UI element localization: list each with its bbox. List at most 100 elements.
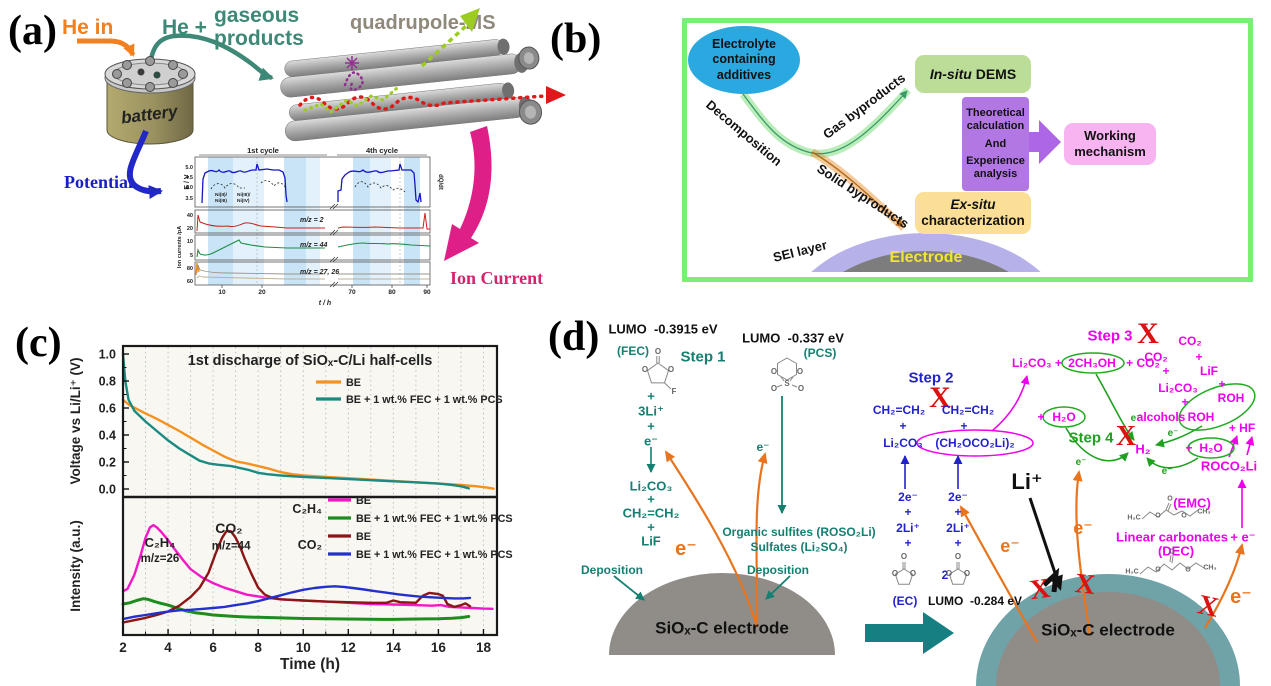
th-tick: 90: [423, 289, 431, 296]
panel-b-frame: [682, 18, 1253, 282]
electrolyte-ellipse: Electrolyte containing additives: [688, 26, 800, 94]
th-tick: 10: [218, 289, 226, 296]
intensity-series-0: [121, 523, 494, 610]
electrode-right-dome: [996, 592, 1220, 686]
dec-chain: [1139, 562, 1205, 575]
battery-drawing: battery: [104, 56, 196, 145]
emc-chain: [1141, 509, 1199, 520]
ion-current-label: Ion Current: [450, 268, 544, 288]
intensity-series-1: [121, 597, 471, 621]
dems-setup-drawing: battery: [77, 8, 566, 261]
working-mechanism-box: Working mechanism: [1064, 123, 1156, 165]
th-axis-label: t / h: [319, 300, 331, 307]
mz27-curve: [196, 264, 430, 275]
fec-ring: [646, 362, 670, 384]
ec-ring: [894, 568, 914, 585]
working-line: Working: [1084, 128, 1136, 144]
gas-tube-arrow: [147, 33, 274, 81]
ni-redox-label: Ni(IV): [237, 198, 250, 204]
ion-path-green: [303, 86, 399, 114]
time-tick-label: 12: [341, 640, 356, 655]
water-h2-arrow-1: [1065, 427, 1129, 462]
theory-to-mechanism-arrow: [1029, 120, 1061, 164]
ni-redox-label: Ni(II)/: [215, 192, 228, 198]
pa-tick: 60: [187, 279, 193, 285]
panel-d-label: (d): [548, 314, 600, 360]
theoretical-label: Theoretical calculation: [966, 107, 1025, 133]
hf-arrow: [1245, 436, 1255, 456]
solid-byproducts-arrow: [811, 151, 904, 228]
plot-background: [123, 346, 497, 635]
ev-axis-label: E / V: [184, 174, 191, 190]
exsitu-box: Ex-situ characterization: [915, 192, 1031, 234]
gaseous-label: gaseous: [214, 4, 300, 27]
electron-arrow-2: [755, 452, 768, 628]
legend-label: BE + 1 wt.% FEC + 1 wt.% PCS: [356, 549, 513, 561]
water-ellipse-2: [1187, 437, 1235, 459]
electrolyte-line: additives: [716, 67, 772, 82]
time-tick-label: 2: [119, 640, 127, 655]
roh-h2-arrow: [1155, 425, 1203, 448]
chart-title: 1st discharge of SiOₓ-C/Li half-cells: [188, 353, 433, 369]
voltage-tick-label: 0.8: [99, 375, 116, 389]
potential-label: Potential: [64, 172, 133, 192]
deflected-ion-arrowhead-icon: [460, 8, 480, 32]
roh-ellipse: [1178, 383, 1256, 431]
panel-c-label: (c): [15, 320, 62, 366]
working-line: mechanism: [1074, 144, 1146, 159]
water-ellipse-1: [1042, 406, 1086, 428]
pa-tick: 80: [187, 266, 193, 272]
pa-tick: 10: [187, 239, 193, 245]
electron-arrow-5: [1204, 543, 1245, 629]
electrolyte-line: containing: [712, 52, 776, 67]
th-tick: 70: [348, 289, 356, 296]
plot-frame: [121, 344, 499, 637]
intensity-axis-label: Intensity (a.u.): [68, 520, 83, 612]
insitu-italic: In-situ: [929, 66, 972, 82]
electron-arrow-4: [1072, 470, 1092, 636]
water-h2-arrow-2: [1146, 457, 1199, 469]
methanol-ellipse: [1061, 352, 1125, 374]
transformation-arrow: [865, 612, 954, 654]
legend-label: BE: [356, 531, 371, 543]
he-plus-label: He +: [162, 16, 207, 39]
pa-tick: 40: [187, 213, 193, 219]
insitu-rest: DEMS: [971, 66, 1017, 82]
discharge-dems-chart: 0.0 0.2 0.4 0.6 0.8 1.0 2 4 6 8 10 12 14 16 18 1st disc…: [68, 344, 513, 673]
mz44-curve: [196, 239, 431, 258]
legend-label: BE: [356, 495, 371, 507]
electrode-left-dome: [609, 573, 835, 655]
legend-label: BE + 1 wt.% FEC + 1 wt.% PCS: [356, 513, 513, 525]
ec-ring: [948, 568, 968, 585]
th-tick: 80: [388, 289, 396, 296]
cycle1-label: 1st cycle: [247, 146, 279, 155]
voltage-axis-label: Voltage vs Li/Li⁺ (V): [68, 358, 83, 485]
voltage-tick-label: 0.4: [99, 429, 116, 443]
ev-tick: 4.0: [185, 185, 193, 191]
mz2-label: m/z = 2: [300, 217, 324, 224]
gas-byproducts-arrow: [742, 90, 908, 155]
legend-group-label: CO₂: [298, 538, 322, 552]
theory-box: Theoretical calculation And Experience a…: [962, 97, 1029, 191]
ion-path-red: [298, 94, 547, 111]
electrolyte-line: Electrolyte: [712, 36, 776, 51]
inset-x-ticks: [221, 285, 428, 288]
potential-arrow: [126, 129, 163, 200]
ev-tick: 3.5: [185, 196, 193, 202]
voltage-tick-label: 1.0: [99, 348, 116, 362]
dqdt-dashed-curve: [210, 180, 406, 193]
ion-exit-arrow-icon: [546, 86, 566, 104]
voltage-tick-label: 0.2: [99, 456, 116, 470]
panel-b-label: (b): [550, 16, 602, 62]
th-tick: 20: [258, 289, 266, 296]
curve-annotation: C₂H₄: [145, 535, 176, 550]
mz-start-spike: [195, 262, 200, 276]
collision-starburst-icon: [345, 56, 359, 70]
time-tick-label: 8: [254, 640, 262, 655]
inset-shading: [208, 157, 420, 285]
panel-a-label: (a): [8, 8, 57, 54]
and-label: And: [984, 137, 1007, 150]
mz26-curve: [196, 275, 430, 280]
